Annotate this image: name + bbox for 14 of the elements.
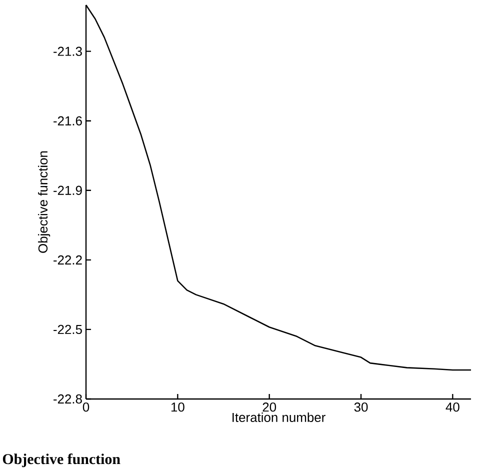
y-tick-label: -22.8	[54, 394, 82, 404]
y-tick-label: -21.6	[54, 116, 82, 126]
y-tick-label: -21.3	[54, 46, 82, 56]
x-tick-label: 30	[354, 402, 368, 412]
x-tick-label: 10	[171, 402, 184, 412]
text: Objective function	[2, 453, 120, 468]
y-tick-label: -22.5	[54, 324, 82, 334]
y-tick-label: -21.9	[54, 186, 82, 195]
x-tick-label: 40	[446, 402, 460, 412]
y-tick-label: -22.2	[54, 255, 82, 264]
y-axis-title: Objective function	[38, 151, 50, 253]
x-tick-label: 20	[262, 402, 276, 412]
x-tick-label: 0	[82, 402, 90, 412]
x-axis-title: Iteration number	[232, 412, 326, 422]
